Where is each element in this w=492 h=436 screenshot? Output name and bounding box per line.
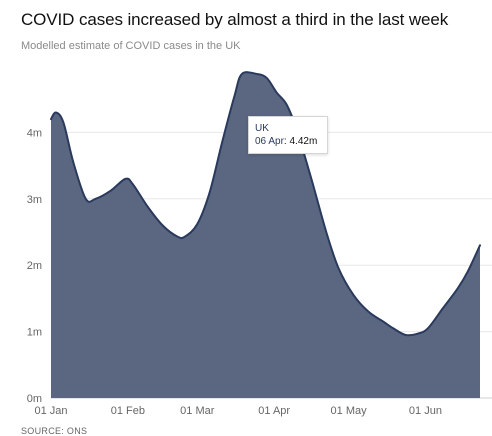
series-area-group	[50, 71, 481, 398]
x-tick-label: 01 Feb	[111, 405, 145, 417]
series-area-UK	[51, 72, 480, 398]
y-tick-label: 2m	[27, 260, 42, 272]
tooltip-date: 06 Apr	[255, 136, 284, 147]
x-axis: 01 Jan 01 Feb 01 Mar 01 Apr 01 May 01 Jun	[34, 405, 441, 417]
y-tick-label: 3m	[27, 194, 42, 206]
x-tick-label: 01 May	[331, 405, 368, 417]
y-axis: 0m 1m 2m 3m 4m	[27, 127, 42, 405]
chart-subtitle: Modelled estimate of COVID cases in the …	[21, 40, 241, 52]
x-tick-label: 01 Jan	[34, 405, 67, 417]
chart-source: SOURCE: ONS	[21, 426, 88, 436]
tooltip-series-name: UK	[255, 123, 269, 134]
x-tick-label: 01 Jun	[409, 405, 442, 417]
y-tick-label: 0m	[27, 393, 42, 405]
series-line-UK[interactable]	[50, 71, 481, 337]
y-tick-label: 4m	[27, 127, 42, 139]
x-tick-label: 01 Apr	[258, 405, 290, 417]
x-tick-label: 01 Mar	[180, 405, 215, 417]
data-tooltip: UK 06 Apr: 4.42m	[248, 116, 328, 154]
tooltip-value: 4.42m	[289, 136, 318, 147]
y-tick-label: 1m	[27, 327, 42, 339]
tooltip-row: 06 Apr: 4.42m	[255, 136, 318, 147]
chart-title: COVID cases increased by almost a third …	[21, 10, 449, 29]
